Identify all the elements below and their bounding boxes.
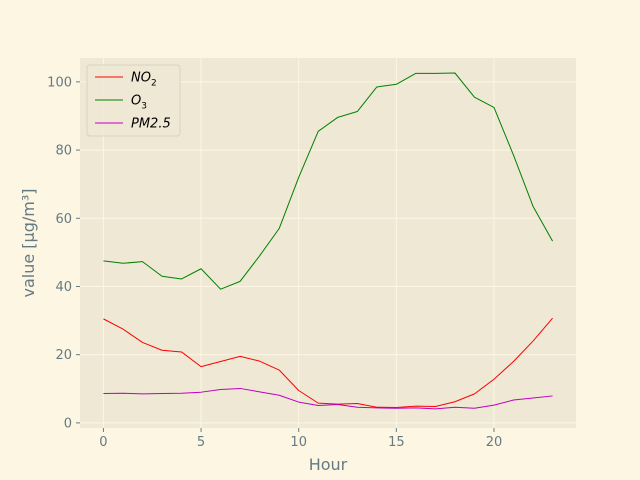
- legend-label: NO2: [131, 71, 157, 89]
- legend: NO2 O3 PM2.5: [86, 64, 181, 137]
- y-tick-label: 0: [64, 416, 72, 431]
- axis-ticks: 0 5 10 15 20 0 20 40 60 80 100: [47, 75, 502, 450]
- x-tick-label: 10: [290, 435, 307, 450]
- series-line-pm2-5: [103, 387, 553, 410]
- x-axis-label: Hour: [309, 455, 348, 474]
- y-tick-label: 20: [55, 348, 72, 363]
- legend-label: PM2.5: [131, 117, 171, 132]
- y-tick-label: 100: [47, 75, 72, 90]
- y-axis-label: value [µg/m³]: [19, 189, 38, 298]
- legend-box: [86, 64, 181, 137]
- legend-label: O3: [131, 94, 147, 112]
- y-tick-label: 60: [55, 212, 72, 227]
- x-tick-label: 5: [197, 435, 205, 450]
- grid-lines: [80, 58, 576, 428]
- series-line-no2: [103, 317, 553, 409]
- x-tick-label: 20: [486, 435, 503, 450]
- x-tick-label: 0: [99, 435, 107, 450]
- x-tick-label: 15: [388, 435, 405, 450]
- y-tick-label: 80: [55, 144, 72, 159]
- y-tick-label: 40: [55, 280, 72, 295]
- series-line-o3: [103, 72, 554, 290]
- series-lines: [103, 72, 554, 410]
